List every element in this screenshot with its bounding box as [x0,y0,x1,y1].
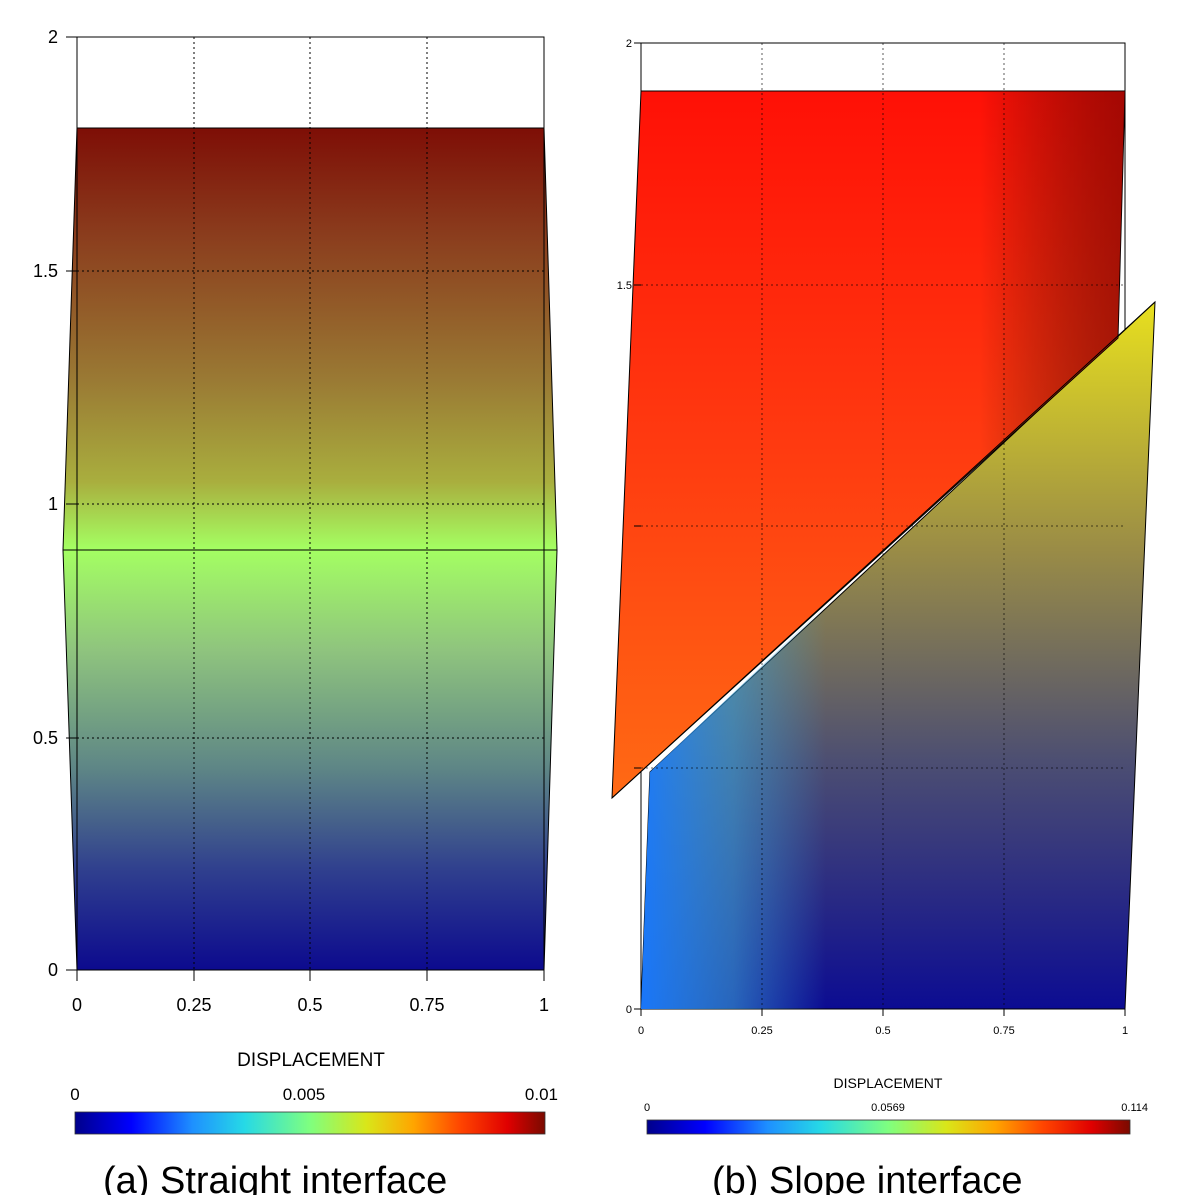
panel-b-x-tick-1: 1 [1122,1025,1128,1037]
panel-b-colorbar-mid: 0.0569 [871,1102,905,1114]
panel-b-upper-block-shade [760,91,1125,660]
panel-a: 0 0.5 1 1.5 2 0 0.25 0.5 0.75 1 DISPLACE… [33,27,558,1195]
panel-b-x-tick-0.5: 0.5 [875,1025,890,1037]
panel-a-ticks [66,36,545,981]
panel-b-grid [641,43,1125,1009]
panel-a-y-tick-0.5: 0.5 [33,728,58,748]
panel-b-x-tick-0.75: 0.75 [993,1025,1014,1037]
panel-a-y-tick-2: 2 [48,27,58,47]
panel-a-grid [77,37,544,970]
panel-b-colorbar-max: 0.114 [1121,1102,1148,1114]
panel-a-x-tick-1: 1 [539,995,549,1015]
panel-b-x-tick-0: 0 [638,1025,644,1037]
panel-a-y-tick-1: 1 [48,494,58,514]
panel-b-ticks [634,42,1126,1016]
panel-a-x-tick-0.25: 0.25 [176,995,211,1015]
panel-b-colorbar [646,1119,1131,1135]
panel-a-colorbar-min: 0 [70,1085,79,1104]
panel-a-caption: (a) Straight interface [103,1160,447,1195]
panel-a-colorbar-title: DISPLACEMENT [237,1050,385,1071]
panel-b-y-tick-1.5: 1.5 [617,280,632,292]
panel-a-x-tick-0: 0 [72,995,82,1015]
panel-a-y-tick-1.5: 1.5 [33,261,58,281]
panel-b: 0 1.5 2 0 0.25 0.5 0.75 1 DISPLACEMENT 0… [611,38,1156,1195]
panel-b-interface-line [611,301,1156,799]
panel-b-y-tick-2: 2 [626,38,632,50]
panel-b-lower-block-blue-region [641,530,905,1009]
panel-b-y-tick-0: 0 [626,1004,632,1016]
panel-b-colorbar-min: 0 [644,1102,650,1114]
panel-a-x-tick-0.75: 0.75 [409,995,444,1015]
panel-b-caption: (b) Slope interface [712,1160,1023,1195]
panel-a-x-tick-0.5: 0.5 [297,995,322,1015]
panel-a-colorbar-max: 0.01 [525,1085,558,1104]
panel-b-colorbar-title: DISPLACEMENT [834,1075,943,1091]
panel-a-colorbar-mid: 0.005 [283,1085,326,1104]
panel-a-colorbar [74,1111,546,1135]
panel-a-y-tick-0: 0 [48,960,58,980]
panel-b-x-tick-0.25: 0.25 [751,1025,772,1037]
